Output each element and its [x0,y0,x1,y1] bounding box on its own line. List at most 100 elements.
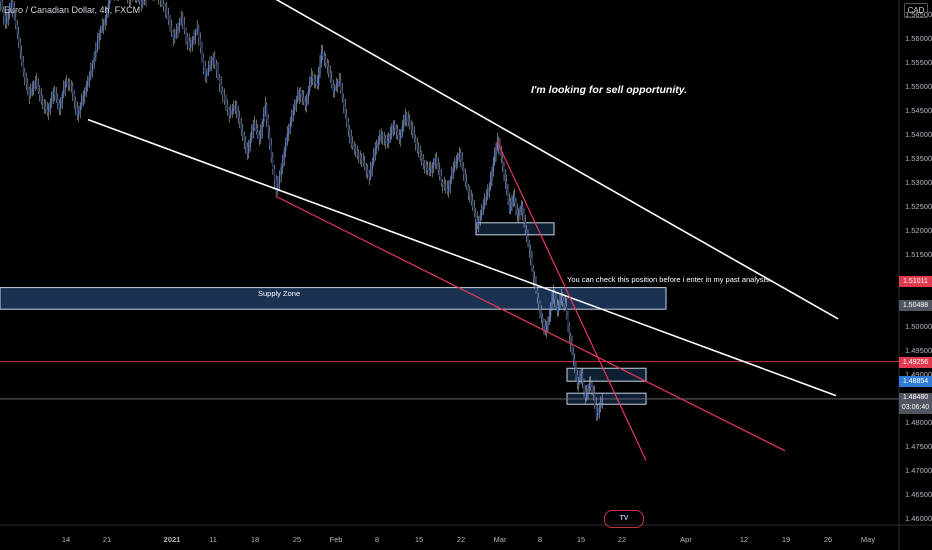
y-tick-label: 1.49000 [905,370,932,379]
candle-body [7,12,9,19]
candle-body [223,95,225,101]
candle-body [275,180,277,192]
trend-line-white[interactable] [87,118,837,397]
candle-body [353,146,355,149]
candle-body [490,178,492,187]
candle-body [550,308,552,317]
x-tick-label: 15 [415,535,423,544]
candle-body [410,125,412,130]
candle-body [507,191,509,202]
supply-zone[interactable] [0,287,667,310]
candle-body [331,78,333,85]
candle-body [54,90,56,95]
candle-body [215,63,217,71]
candle-body [597,412,599,418]
candle-body [261,122,263,131]
tradingview-logo[interactable]: TV [604,510,644,528]
candle-body [371,162,373,170]
candle-body [527,236,529,243]
candle-body [555,298,557,306]
candle-body [514,196,516,203]
candle-body [454,164,456,168]
candle-body [12,2,14,10]
candle-body [594,393,596,406]
candle-body [55,95,57,100]
candle-body [344,106,346,115]
y-tick-label: 1.54000 [905,130,932,139]
candle-body [233,107,235,110]
candle-body [24,71,26,78]
candle-body [15,17,17,26]
candle-body [217,70,219,78]
candle-body [142,1,144,5]
candle-body [412,129,414,134]
candle-body [556,305,558,312]
candle-body [320,52,322,64]
candle-body [219,77,221,85]
candle-body [373,155,375,163]
currency-label[interactable]: CAD [904,3,928,18]
candle-body [526,230,528,237]
candle-body [487,191,489,197]
candle-body [473,207,475,214]
candle-body [248,146,250,154]
candle-body [485,196,487,202]
candle-body [461,160,463,168]
candle-body [46,109,48,113]
candle-body [42,100,44,104]
candle-body [101,26,103,30]
candle-body [419,152,421,156]
candle-body [522,206,524,214]
candle-body [246,147,248,154]
candle-body [188,41,190,48]
candle-body [16,25,18,34]
zone-box[interactable] [475,222,555,236]
candle-body [445,186,447,190]
candle-body [476,219,478,226]
candle-body [91,63,94,70]
candle-body [306,98,308,106]
candle-body [334,88,336,91]
candle-body [179,22,181,27]
candle-body [313,78,315,82]
candle-body [415,138,417,144]
candle-body [96,41,99,50]
candle-body [511,201,513,206]
candle-body [358,153,360,156]
y-tick-label: 1.47000 [905,466,932,475]
candle-body [546,326,548,331]
candle-body [427,167,429,170]
candle-body [601,398,603,403]
candle-body [386,141,388,144]
y-tick-label: 1.46500 [905,490,932,499]
candle-body [225,100,227,106]
candle-body [595,405,597,418]
candle-body [455,160,457,164]
candle-body [98,33,100,42]
candle-body [548,316,550,322]
candle-body [440,176,442,182]
candle-body [359,155,361,158]
candle-body [257,131,259,136]
y-tick-label: 1.51500 [905,250,932,259]
candle-body [488,186,490,192]
candle-body [211,61,213,65]
candle-body [586,393,588,398]
candle-body [551,300,553,309]
candle-body [294,105,296,110]
candle-body [367,170,369,174]
candle-body [385,138,387,142]
candle-body [63,87,65,95]
candle-body [499,146,501,153]
trend-line-white[interactable] [230,0,839,320]
candle-body [88,76,90,82]
candle-body [87,81,89,86]
candle-body [198,28,200,38]
candle-body [574,359,576,368]
annotation-sell: I'm looking for sell opportunity. [531,84,688,96]
trend-line-red[interactable] [496,140,647,461]
candle-body [237,111,239,118]
trend-line-red[interactable] [275,195,786,452]
candle-body [370,170,372,178]
